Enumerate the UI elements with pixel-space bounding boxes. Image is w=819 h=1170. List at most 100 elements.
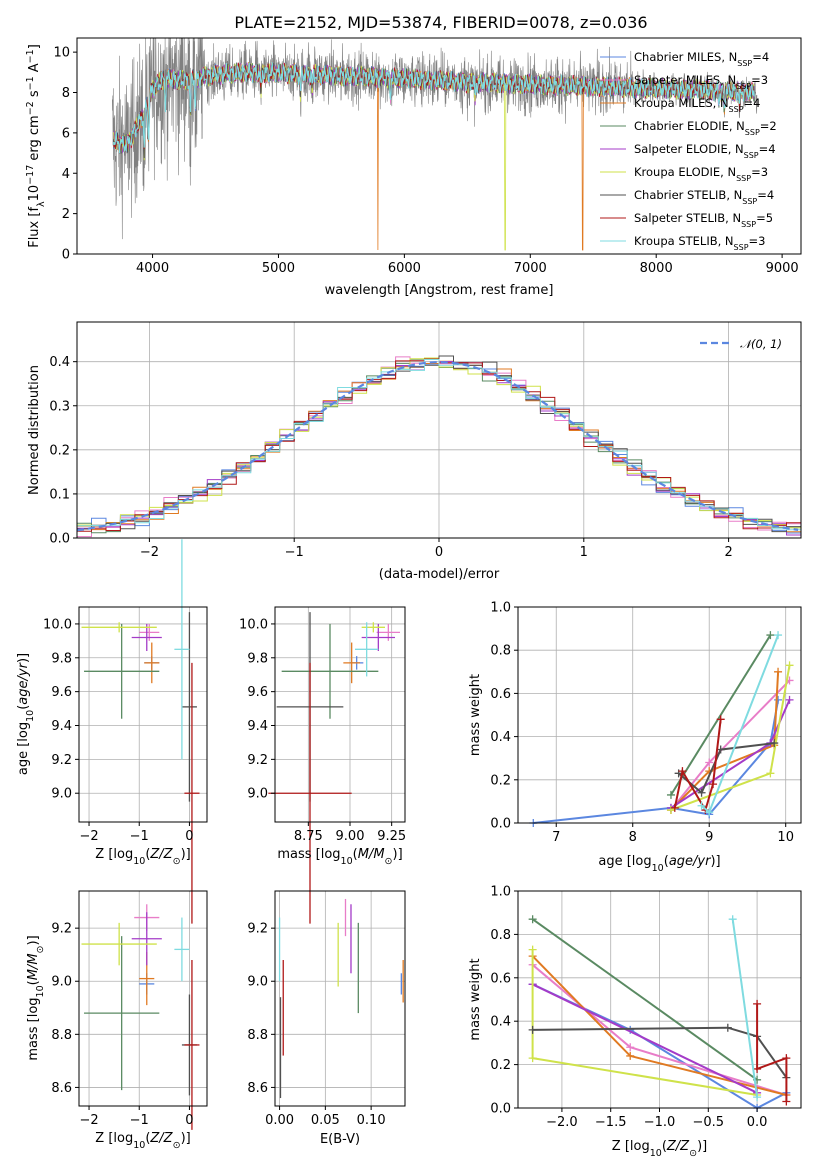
series-line (731, 919, 759, 1098)
axes-frame (517, 606, 802, 824)
y-tick-label: 0.2 (490, 773, 511, 788)
y-tick-label: 0.3 (49, 399, 70, 414)
chart-age-vs-Z: −2 −1 0 9.0 9.2 9.4 9.6 9.8 10.0 Z [log10(Z/Z⊙)] a… (16, 539, 208, 924)
legend-entry: Salpeter MILES, NSSP=3 (634, 73, 768, 91)
data-point (782, 1097, 791, 1106)
x-tick-label: 8000 (640, 261, 673, 276)
y-tick-label: 9.0 (247, 787, 268, 802)
series-line (531, 949, 758, 1096)
legend-entry: Chabrier ELODIE, NSSP=2 (634, 119, 777, 137)
errorbar-chabrier-elodie (84, 623, 160, 719)
data-point (528, 945, 537, 954)
y-axis-label: mass [log10(M/M⊙)] (26, 935, 46, 1060)
axes-frame (78, 606, 208, 823)
y-tick-label: 9.4 (51, 719, 72, 734)
x-tick-label: 0 (185, 1113, 193, 1128)
data-point (774, 695, 783, 704)
data-point (785, 661, 794, 670)
y-tick-label: 9.6 (51, 685, 72, 700)
y-tick-label: 1.0 (490, 601, 511, 616)
series-kroupa-stelib (697, 631, 783, 817)
plot-area (268, 612, 400, 924)
errorbar-kroupa-miles (343, 642, 360, 684)
errorbar-kroupa-stelib (355, 622, 379, 677)
histogram-kroupa-stelib (77, 359, 801, 531)
series-kroupa-elodie (666, 661, 794, 815)
errorbar-kroupa-miles (144, 642, 160, 684)
plot-area (81, 904, 200, 1130)
y-tick-label: 0.0 (490, 1102, 511, 1117)
x-tick-label: 0.0 (747, 1115, 768, 1130)
y-tick-label: 1.0 (490, 885, 511, 900)
y-tick-label: 0.0 (490, 817, 511, 832)
x-tick-label: 0.05 (311, 1113, 340, 1128)
x-tick-label: −2.0 (546, 1115, 578, 1130)
y-tick-label: 2 (62, 207, 70, 222)
y-tick-label: 0.2 (49, 443, 70, 458)
y-tick-label: 0.8 (490, 644, 511, 659)
y-axis-label: Normed distribution (27, 365, 42, 495)
x-tick-label: 8.75 (294, 829, 323, 844)
series-chabrier-elodie (528, 915, 762, 1084)
data-point (626, 1051, 635, 1060)
errorbar-kroupa-elodie (361, 622, 385, 633)
chart-weight-vs-Z: −2.0 −1.5 −1.0 −0.5 0.0 0.0 0.2 0.4 0.6 0.8 1.0 Z [… (468, 885, 802, 1159)
axes-frame (274, 890, 406, 1107)
legend-entry: 𝒩(0, 1) (740, 337, 782, 351)
legend-entry: Kroupa STELIB, NSSP=3 (634, 234, 765, 252)
chart-residuals: −2 −1 0 1 2 0.0 0.1 0.2 0.3 0.4 𝒩(0, 1) (data-model… (27, 321, 802, 582)
y-tick-label: 8.8 (51, 1028, 72, 1043)
series-line (756, 1003, 788, 1102)
y-tick-label: 9.4 (247, 719, 268, 734)
y-axis-label: age [log10(age/yr)] (16, 653, 36, 775)
y-tick-label: 8.6 (51, 1081, 72, 1096)
x-tick-label: −1 (130, 829, 149, 844)
plot-area (76, 355, 801, 538)
x-tick-label: 9 (705, 830, 713, 845)
y-tick-label: 9.2 (247, 753, 268, 768)
data-point (782, 1054, 791, 1063)
x-tick-label: 4000 (136, 261, 169, 276)
x-tick-label: 9000 (766, 261, 799, 276)
x-tick-label: −2 (79, 1113, 98, 1128)
errorbar-chabrier-elodie (281, 623, 379, 719)
axes-frame (78, 890, 208, 1107)
x-tick-label: 0 (435, 545, 443, 560)
x-tick-label: −2 (79, 829, 98, 844)
y-tick-label: 10.0 (239, 617, 268, 632)
y-tick-label: 10 (53, 46, 70, 61)
data-point (705, 808, 714, 817)
data-point (528, 1054, 537, 1063)
data-point (528, 915, 537, 924)
x-tick-label: −1.0 (644, 1115, 676, 1130)
chart-spectrum: 4000 5000 6000 7000 8000 9000 0 2 4 6 8 10 Chabrier … (25, 37, 802, 298)
y-tick-label: 0.4 (490, 730, 511, 745)
plot-area (112, 37, 758, 251)
x-tick-label: −0.5 (693, 1115, 725, 1130)
y-tick-label: 10.0 (43, 617, 72, 632)
axes-frame (274, 606, 406, 823)
x-axis-label: Z [log10(Z/Z⊙)] (95, 847, 190, 867)
series-line (532, 918, 758, 1081)
spectrum-legend: Chabrier MILES, NSSP=4 Salpeter MILES, NS… (600, 50, 777, 252)
errorbar-kroupa-elodie (81, 622, 157, 633)
data-point (705, 758, 714, 767)
data-point (716, 715, 725, 724)
figure-title: PLATE=2152, MJD=53874, FIBERID=0078, z=0… (234, 13, 647, 32)
y-tick-label: 9.6 (247, 685, 268, 700)
y-tick-label: 0.6 (490, 687, 511, 702)
y-axis-label: Flux [fλ10−17 erg cm−2 s−1 A−1] (25, 44, 47, 248)
series-kroupa-elodie (528, 945, 762, 1099)
x-tick-label: 8 (629, 830, 637, 845)
series-chabrier-miles (529, 695, 783, 827)
x-axis-label: Z [log10(Z/Z⊙)] (612, 1139, 707, 1159)
axes-frame (76, 37, 802, 255)
x-tick-label: 5000 (262, 261, 295, 276)
plot-area (528, 915, 791, 1112)
y-tick-label: 0.2 (490, 1058, 511, 1073)
x-axis-label: age [log10(age/yr)] (598, 854, 720, 874)
errorbar-salpeter-stelib (184, 662, 200, 924)
legend-entry: Salpeter STELIB, NSSP=5 (634, 211, 773, 229)
legend-entry: Chabrier MILES, NSSP=4 (634, 50, 769, 68)
y-tick-label: 9.0 (51, 975, 72, 990)
